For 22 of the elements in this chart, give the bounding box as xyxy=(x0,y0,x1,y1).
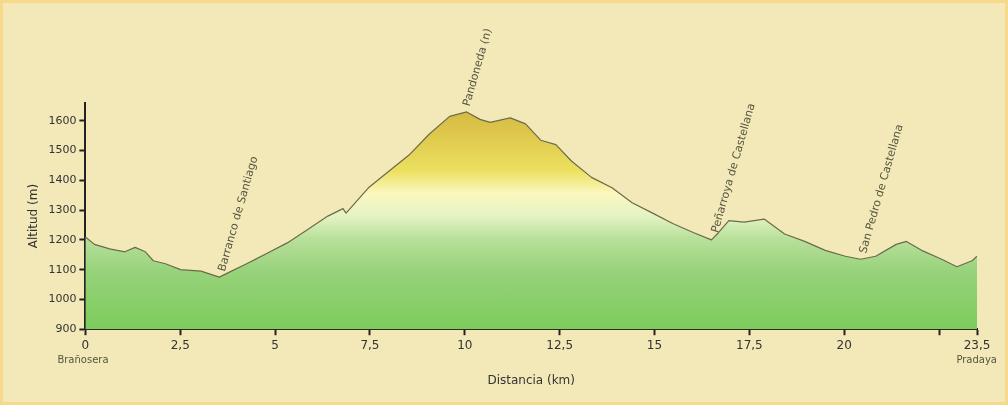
y-tick-label: 1500 xyxy=(48,143,77,157)
text: Brañosera xyxy=(57,353,109,365)
y-tick-label: 1300 xyxy=(48,203,77,217)
x-tick-label: 20 xyxy=(836,337,852,352)
x-tick-label: 5 xyxy=(271,337,279,352)
x-tick-label: 15 xyxy=(646,337,663,352)
x-tick-label: 2,5 xyxy=(170,337,190,352)
x-axis-title: Distancia (km) xyxy=(487,372,575,387)
y-axis-title: Altitud (m) xyxy=(26,183,41,249)
x-tick-label: 23,5 xyxy=(963,337,991,352)
y-tick-label: 1000 xyxy=(48,292,77,306)
y-tick-label: 1600 xyxy=(48,113,77,127)
y-tick-label: 1200 xyxy=(48,232,77,246)
x-tick-label: 12,5 xyxy=(546,337,574,352)
x-tick-label: 10 xyxy=(457,337,473,352)
text: Pradaya xyxy=(956,353,997,365)
x-tick-label: 17,5 xyxy=(736,337,763,352)
y-tick-label: 1100 xyxy=(48,262,77,276)
y-tick-label: 1400 xyxy=(48,173,77,187)
y-tick-label: 900 xyxy=(55,322,77,336)
x-tick-label: 0 xyxy=(81,337,90,352)
x-tick-label: 7,5 xyxy=(360,337,380,352)
